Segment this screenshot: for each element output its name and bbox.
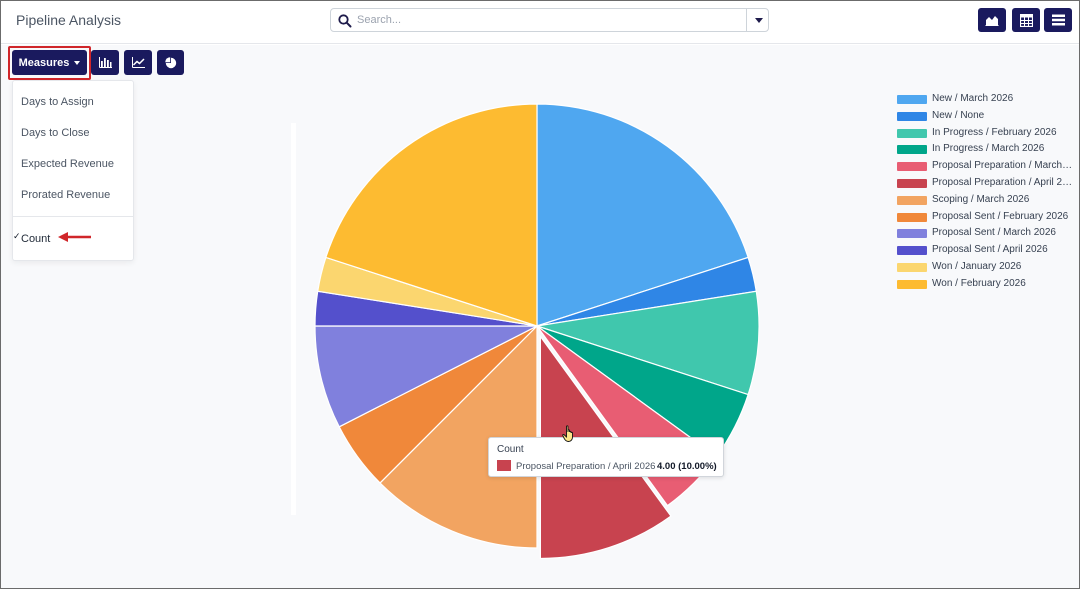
search-icon: [338, 14, 352, 28]
search-placeholder: Search...: [357, 14, 402, 26]
legend-swatch: [897, 162, 927, 172]
legend-label: Won / January 2026: [932, 260, 1022, 272]
legend-label: Scoping / March 2026: [932, 193, 1030, 205]
chevron-down-icon: [74, 60, 81, 65]
line-chart-icon: [131, 57, 145, 68]
pie-slice[interactable]: [379, 324, 538, 549]
legend-label: New / March 2026: [932, 93, 1014, 104]
tooltip-label: Proposal Preparation / April 2026: [516, 461, 656, 472]
legend-swatch: [897, 128, 927, 138]
legend-label: Proposal Preparation / March 2…: [932, 160, 1074, 172]
legend-swatch: [897, 246, 927, 256]
menu-item-prorated-revenue[interactable]: Prorated Revenue: [21, 189, 111, 201]
graph-view-icon: [985, 16, 999, 26]
pie-chart-icon: [164, 56, 176, 68]
pie-chart-button[interactable]: [157, 50, 184, 75]
search-divider: [746, 9, 747, 31]
legend-label: In Progress / February 2026: [932, 126, 1057, 138]
legend-label: In Progress / March 2026: [932, 143, 1045, 155]
legend-label: Proposal Sent / February 2026: [932, 210, 1069, 222]
checkmark-icon: ✓: [13, 231, 21, 241]
graph-view-button[interactable]: [978, 8, 1006, 32]
bar-chart-icon: [98, 57, 112, 68]
legend-swatch: [897, 195, 927, 205]
pivot-view-button[interactable]: [1012, 8, 1040, 32]
pie-slice[interactable]: [536, 290, 760, 396]
menu-divider: [13, 216, 133, 217]
page-title: Pipeline Analysis: [16, 12, 122, 28]
tooltip-title: Count: [497, 444, 524, 455]
pie-slice[interactable]: [325, 103, 538, 327]
legend-swatch: [897, 262, 927, 272]
pie-slice[interactable]: [536, 103, 749, 327]
legend-swatch: [897, 212, 927, 222]
legend-swatch: [897, 95, 927, 104]
menu-item-count[interactable]: Count: [21, 233, 51, 245]
legend-swatch: [897, 229, 927, 239]
measures-button[interactable]: Measures: [12, 50, 87, 75]
tooltip-color-swatch: [497, 460, 511, 471]
search-options-caret-icon[interactable]: [755, 18, 763, 23]
red-arrow-annotation-icon: [58, 232, 91, 242]
hand-pointer-cursor-icon: [562, 425, 573, 442]
menu-item-days-to-close[interactable]: Days to Close: [21, 127, 90, 139]
menu-item-expected-revenue[interactable]: Expected Revenue: [21, 158, 114, 170]
menu-item-days-to-assign[interactable]: Days to Assign: [21, 96, 94, 108]
chart-axis-strip: [291, 123, 296, 515]
top-bar: Pipeline Analysis Search...: [1, 1, 1079, 44]
measures-highlight-box: [8, 46, 91, 80]
legend-swatch: [897, 111, 927, 121]
pivot-view-icon: [1019, 13, 1033, 27]
legend-label: Proposal Sent / March 2026: [932, 227, 1056, 239]
chart-tooltip: Count Proposal Preparation / April 2026 …: [488, 437, 724, 477]
legend-label: Won / February 2026: [932, 277, 1026, 289]
list-view-icon: [1051, 14, 1065, 26]
line-chart-button[interactable]: [124, 50, 152, 75]
legend-label: New / None: [932, 109, 985, 121]
legend-swatch: [897, 178, 927, 188]
measures-label: Measures: [18, 56, 70, 69]
pie-slice[interactable]: [314, 325, 538, 428]
tooltip-value: 4.00 (10.00%): [657, 461, 717, 472]
legend-swatch: [897, 145, 927, 155]
bar-chart-button[interactable]: [91, 50, 119, 75]
measures-dropdown-menu: Days to Assign Days to Close Expected Re…: [12, 80, 134, 261]
legend-swatch: [897, 279, 927, 289]
search-bar[interactable]: Search...: [330, 8, 769, 32]
legend-label: Proposal Sent / April 2026: [932, 244, 1048, 256]
list-view-button[interactable]: [1044, 8, 1072, 32]
legend-label: Proposal Preparation / April 2…: [932, 176, 1073, 188]
